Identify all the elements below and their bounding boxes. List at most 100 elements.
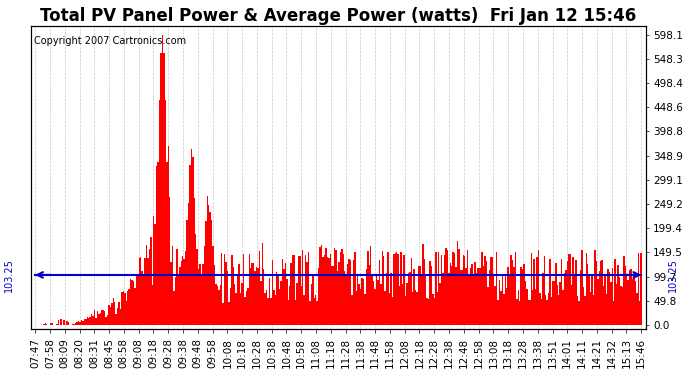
Bar: [354, 252, 355, 325]
Bar: [259, 251, 260, 325]
Bar: [272, 260, 273, 325]
Bar: [283, 268, 285, 325]
Bar: [140, 257, 141, 325]
Bar: [302, 250, 304, 325]
Bar: [487, 287, 489, 325]
Bar: [582, 287, 584, 325]
Bar: [144, 258, 146, 325]
Bar: [433, 298, 435, 325]
Bar: [471, 264, 473, 325]
Bar: [136, 276, 137, 325]
Bar: [277, 276, 279, 325]
Bar: [409, 273, 411, 325]
Bar: [317, 301, 318, 325]
Bar: [305, 255, 306, 325]
Bar: [619, 277, 620, 325]
Bar: [600, 261, 602, 325]
Bar: [400, 252, 402, 325]
Bar: [529, 300, 531, 325]
Bar: [528, 300, 529, 325]
Bar: [341, 249, 342, 325]
Bar: [123, 291, 124, 325]
Bar: [285, 263, 286, 325]
Bar: [493, 276, 495, 325]
Bar: [614, 260, 616, 325]
Bar: [88, 318, 90, 325]
Bar: [548, 293, 549, 325]
Bar: [437, 292, 438, 325]
Bar: [376, 274, 377, 325]
Bar: [544, 256, 545, 325]
Bar: [622, 288, 623, 325]
Bar: [102, 310, 104, 325]
Bar: [368, 265, 370, 325]
Text: Copyright 2007 Cartronics.com: Copyright 2007 Cartronics.com: [34, 36, 186, 46]
Bar: [318, 268, 319, 325]
Bar: [161, 35, 163, 325]
Bar: [224, 254, 226, 325]
Bar: [299, 256, 301, 325]
Bar: [408, 273, 409, 325]
Bar: [538, 250, 539, 325]
Bar: [442, 273, 444, 325]
Bar: [195, 234, 197, 325]
Bar: [205, 221, 206, 325]
Bar: [117, 308, 118, 325]
Bar: [63, 320, 65, 325]
Bar: [511, 255, 512, 325]
Bar: [155, 224, 156, 325]
Bar: [128, 289, 130, 325]
Bar: [623, 256, 624, 325]
Bar: [293, 255, 295, 325]
Bar: [393, 254, 395, 325]
Bar: [506, 288, 507, 325]
Bar: [593, 295, 594, 325]
Bar: [176, 249, 177, 325]
Bar: [415, 290, 416, 325]
Bar: [240, 293, 241, 325]
Bar: [499, 280, 500, 325]
Bar: [446, 250, 448, 325]
Bar: [566, 261, 568, 325]
Bar: [478, 268, 480, 325]
Bar: [509, 274, 511, 325]
Bar: [598, 272, 600, 325]
Bar: [97, 310, 98, 325]
Bar: [387, 252, 388, 325]
Bar: [99, 313, 101, 325]
Bar: [620, 286, 622, 325]
Bar: [386, 273, 387, 325]
Bar: [211, 220, 213, 325]
Bar: [90, 317, 91, 325]
Bar: [477, 268, 478, 325]
Bar: [564, 273, 565, 325]
Bar: [460, 270, 461, 325]
Bar: [453, 252, 454, 325]
Bar: [363, 279, 364, 325]
Bar: [384, 291, 386, 325]
Bar: [290, 263, 292, 325]
Bar: [61, 320, 62, 325]
Bar: [309, 301, 310, 325]
Bar: [570, 254, 571, 325]
Bar: [411, 258, 412, 325]
Bar: [406, 284, 408, 325]
Bar: [587, 264, 589, 325]
Bar: [422, 244, 424, 325]
Bar: [558, 295, 560, 325]
Bar: [496, 252, 497, 325]
Bar: [237, 274, 238, 325]
Bar: [137, 274, 139, 325]
Bar: [120, 309, 121, 325]
Bar: [160, 53, 161, 325]
Bar: [609, 272, 610, 325]
Bar: [346, 276, 347, 325]
Bar: [276, 272, 277, 325]
Bar: [233, 267, 234, 325]
Bar: [613, 301, 614, 325]
Bar: [253, 263, 255, 325]
Bar: [333, 266, 334, 325]
Bar: [392, 297, 393, 325]
Bar: [77, 321, 78, 325]
Bar: [426, 298, 428, 325]
